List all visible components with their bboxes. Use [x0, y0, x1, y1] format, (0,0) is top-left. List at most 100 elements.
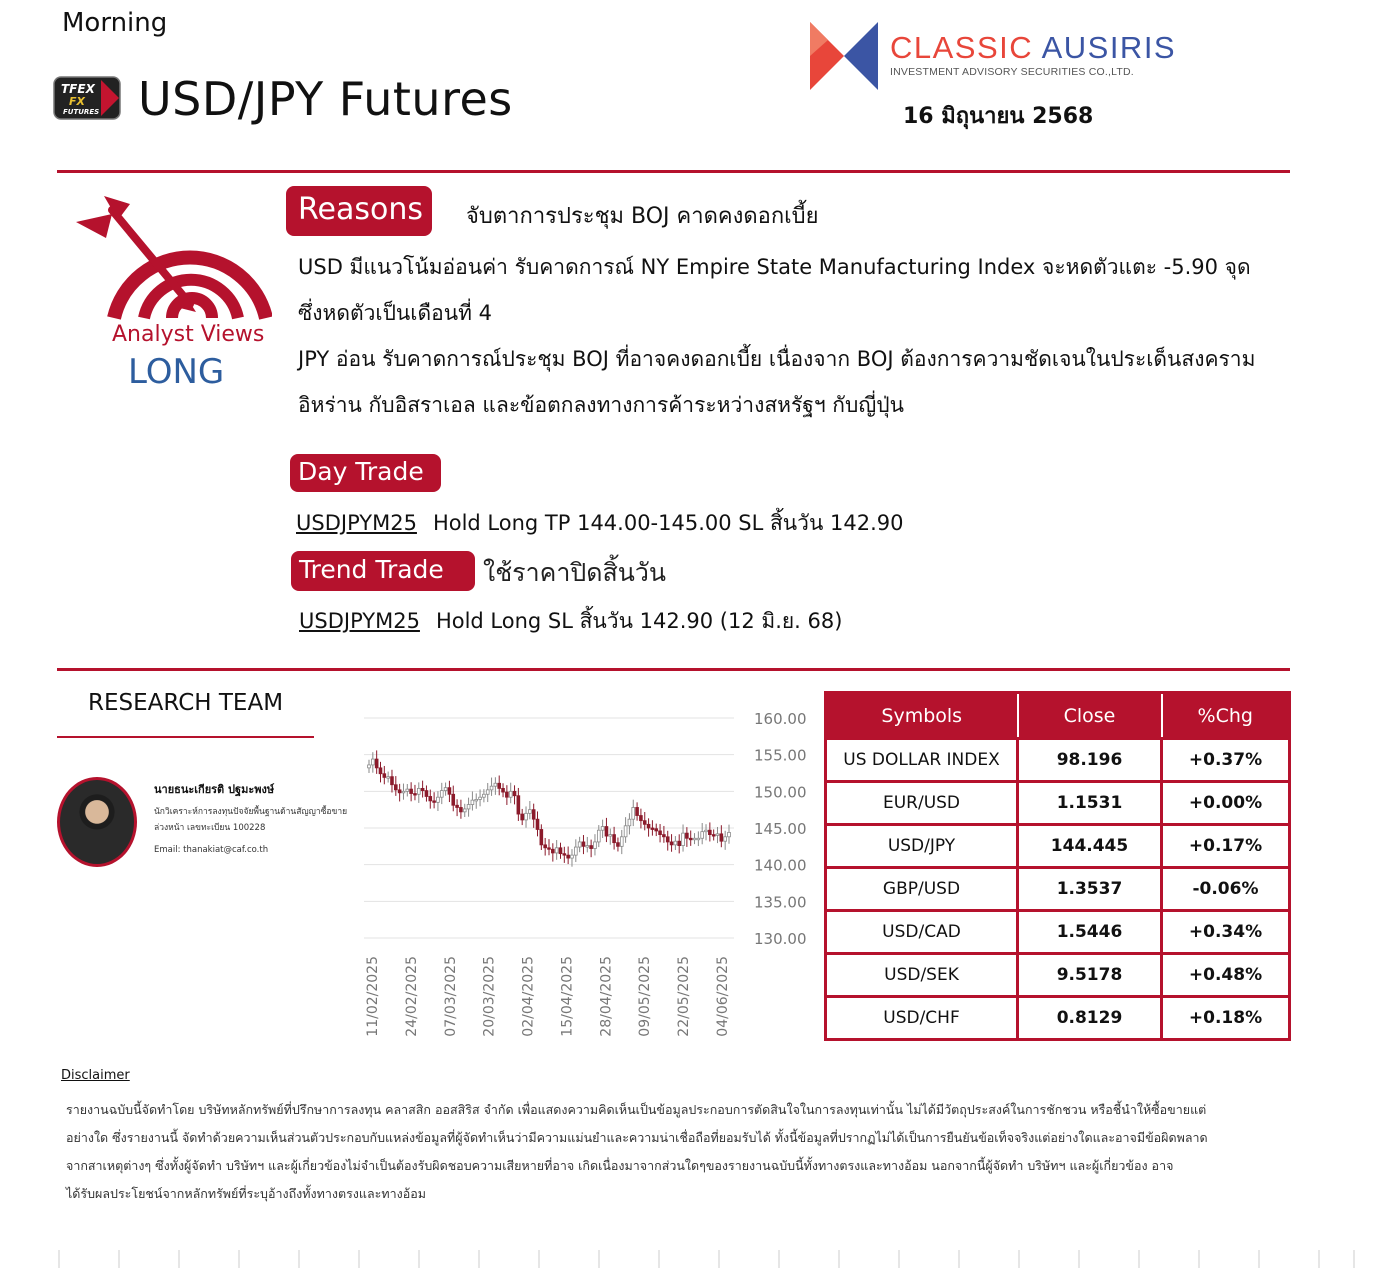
- disclaimer-line: ได้รับผลประโยชน์จากหลักทรัพย์ที่ระบุอ้าง…: [66, 1186, 426, 1201]
- candle-body: [390, 776, 394, 786]
- market-table-header-row: Symbols Close %Chg: [825, 692, 1290, 739]
- candle-body: [654, 828, 659, 832]
- row-chg: -0.06%: [1161, 866, 1290, 911]
- classic-ausiris-logo-mark: [810, 22, 878, 90]
- candle-body: [436, 796, 440, 803]
- tfex-logo-text-1: TFEX: [61, 82, 96, 96]
- y-tick-label: 155.00: [754, 747, 807, 765]
- day-trade-symbol: USDJPYM25: [296, 511, 417, 535]
- tfex-logo-text-2: FX: [69, 95, 86, 108]
- candle-body: [604, 826, 609, 837]
- candle-body: [554, 847, 559, 854]
- table-row: USD/JPY 144.445 +0.17%: [825, 823, 1290, 868]
- x-tick-label: 20/03/2025: [482, 956, 498, 1037]
- candle-body: [413, 793, 417, 796]
- candle-body: [704, 829, 708, 833]
- y-tick-label: 140.00: [754, 857, 807, 875]
- candle-body: [439, 790, 444, 798]
- candle-body: [631, 807, 636, 820]
- research-team-underline: [57, 736, 314, 738]
- disclaimer-line: รายงานฉบับนี้จัดทำโดย บริษัทหลักทรัพย์ที…: [66, 1102, 1207, 1117]
- candle-body: [386, 776, 390, 779]
- candle-body: [501, 788, 505, 793]
- candle-body: [673, 840, 678, 846]
- candle-body: [627, 818, 632, 827]
- candle-body: [516, 795, 521, 815]
- brand-name-part2: AUSIRIS: [1041, 30, 1177, 65]
- research-team-heading: RESEARCH TEAM: [88, 690, 284, 716]
- table-row: USD/CAD 1.5446 +0.34%: [825, 909, 1290, 954]
- day-trade-line: USDJPYM25 Hold Long TP 144.00-145.00 SL ส…: [296, 507, 903, 540]
- candle-body: [474, 799, 479, 802]
- row-symbol: USD/JPY: [825, 823, 1019, 868]
- row-chg: +0.00%: [1161, 780, 1290, 825]
- candle-body: [700, 831, 704, 839]
- row-close: 0.8129: [1017, 995, 1163, 1040]
- x-tick-label: 11/02/2025: [365, 956, 381, 1037]
- candle-body: [520, 813, 524, 821]
- reason-paragraph-usd: USD มีแนวโน้มอ่อนค่า รับคาดการณ์ NY Empi…: [298, 255, 1251, 325]
- candle-body: [681, 832, 685, 846]
- row-symbol: USD/CAD: [825, 909, 1019, 954]
- row-chg: +0.18%: [1161, 995, 1290, 1040]
- table-row: GBP/USD 1.3537 -0.06%: [825, 866, 1290, 911]
- candle-body: [382, 773, 387, 778]
- candle-body: [558, 847, 563, 855]
- reasons-headline: จับตาการประชุม BOJ คาดคงดอกเบี้ย: [466, 204, 819, 229]
- candle-body: [646, 823, 651, 829]
- brand-name: CLASSIC AUSIRIS: [890, 30, 1176, 66]
- trend-trade-symbol: USDJPYM25: [299, 609, 420, 633]
- candle-body: [685, 832, 689, 839]
- disclaimer-line: อย่างใด ซึ่งรายงานนี้ จัดทำด้วยความเห็นส…: [66, 1130, 1208, 1145]
- candle-body: [665, 836, 670, 843]
- candle-body: [374, 758, 379, 769]
- candle-body: [508, 790, 513, 798]
- row-symbol: US DOLLAR INDEX: [825, 737, 1019, 782]
- candle-body: [600, 826, 605, 831]
- table-row: USD/CHF 0.8129 +0.18%: [825, 995, 1290, 1040]
- candle-body: [650, 827, 655, 830]
- candle-body: [428, 796, 433, 802]
- y-tick-label: 135.00: [754, 893, 807, 911]
- candle-body: [715, 833, 720, 836]
- target-arrow-icon: [76, 196, 272, 320]
- row-close: 144.445: [1017, 823, 1163, 868]
- row-close: 1.3537: [1017, 866, 1163, 911]
- market-table: Symbols Close %Chg US DOLLAR INDEX 98.196…: [824, 691, 1291, 1041]
- candle-body: [642, 820, 647, 825]
- trend-trade-badge: Trend Trade: [291, 551, 475, 591]
- candle-body: [566, 854, 570, 859]
- candle-body: [577, 841, 582, 848]
- trend-trade-detail: Hold Long SL สิ้นวัน 142.90 (12 มิ.ย. 68…: [435, 609, 843, 633]
- candle-body: [489, 785, 494, 791]
- y-tick-label: 130.00: [754, 930, 807, 948]
- candle-body: [451, 793, 456, 806]
- candle-body: [639, 815, 643, 822]
- row-close: 1.5446: [1017, 909, 1163, 954]
- trend-trade-line: USDJPYM25 Hold Long SL สิ้นวัน 142.90 (12…: [299, 605, 842, 638]
- row-chg: +0.37%: [1161, 737, 1290, 782]
- reason-paragraph-jpy: JPY อ่อน รับคาดการณ์ประชุม BOJ ที่อาจคงด…: [298, 347, 1256, 417]
- x-tick-label: 04/06/2025: [715, 956, 731, 1037]
- candle-body: [658, 830, 662, 836]
- report-date: 16 มิถุนายน 2568: [903, 104, 1094, 129]
- candle-body: [432, 800, 436, 803]
- analyst-stance: LONG: [128, 352, 225, 392]
- analyst-email: Email: thanakiat@caf.co.th: [154, 845, 269, 855]
- candle-body: [692, 837, 697, 841]
- candle-body: [711, 834, 716, 837]
- candle-body: [367, 764, 371, 769]
- candle-body: [424, 790, 429, 797]
- x-tick-label: 07/03/2025: [443, 956, 459, 1037]
- row-chg: +0.17%: [1161, 823, 1290, 868]
- analyst-views-label: Analyst Views: [112, 322, 265, 347]
- candle-body: [535, 818, 540, 830]
- row-symbol: USD/SEK: [825, 952, 1019, 997]
- candle-body: [723, 836, 727, 842]
- disclaimer-line: จากสาเหตุต่างๆ ซึ่งทั้งผู้จัดทำ บริษัทฯ …: [66, 1158, 1174, 1173]
- candle-body: [397, 789, 402, 794]
- x-tick-label: 09/05/2025: [637, 956, 653, 1037]
- candle-body: [420, 788, 425, 792]
- candle-body: [585, 845, 590, 848]
- reasons-badge: Reasons: [286, 186, 432, 236]
